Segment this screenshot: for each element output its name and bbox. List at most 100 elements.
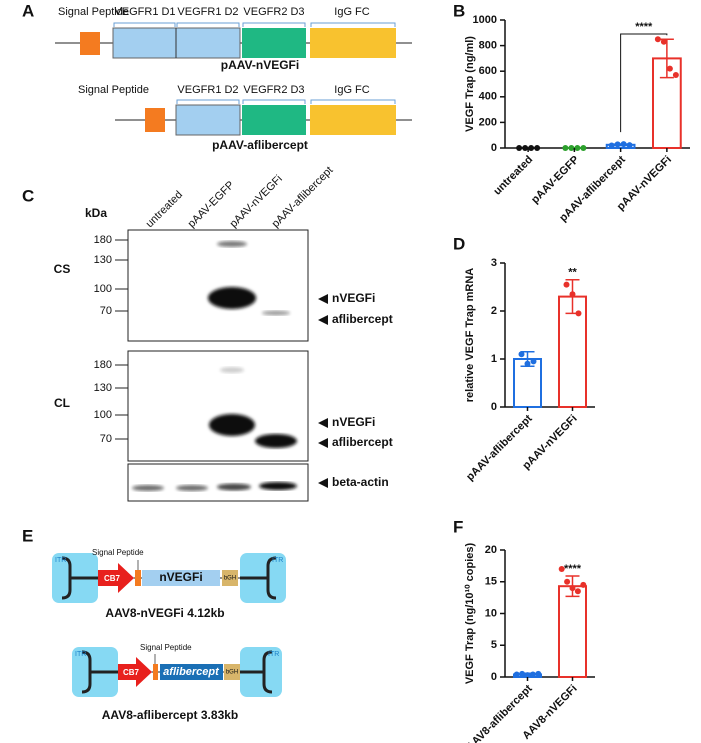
band-label: beta-actin [332,475,389,489]
lane-label: untreated [144,189,185,230]
marker-label: 130 [94,254,112,266]
data-point [564,578,571,585]
data-point [654,36,661,43]
y-tick-label: 1000 [473,14,497,26]
y-tick-label: 5 [491,639,497,651]
polya-label: bGH [226,670,238,676]
label: VEGFR2 D3 [243,84,304,96]
data-point [513,671,520,678]
gene-box [142,570,220,586]
data-point [529,671,536,678]
data-point [569,291,576,298]
data-point [569,585,576,592]
promoter-arrow [118,657,152,687]
marker-tick [115,239,128,312]
label: Signal Peptide [92,548,144,557]
label: VEGFR2 D3 [243,6,304,18]
label: VEGFR1 D1 [114,6,175,18]
y-tick-label: 0 [491,142,497,154]
panel-label: B [453,1,465,20]
x-tick-label: pAAV-aflibercept [464,412,535,483]
panel-a: A Signal Peptide VEGFR1 D1 VEGFR1 D2 VEG… [22,1,412,152]
y-axis-label: VEGF Trap (ng/10¹⁰ copies) [464,543,476,685]
band-label: nVEGFi [332,291,375,305]
data-point [562,145,569,151]
itr-label: ITR [75,651,86,658]
data-point [575,310,582,317]
marker-label: 180 [94,359,112,371]
band-label: aflibercept [332,435,393,449]
data-point [568,145,575,151]
y-tick-label: 800 [479,40,497,52]
data-point [666,65,673,72]
y-tick-label: 600 [479,65,497,77]
x-tick-label: untreated [491,154,535,198]
gene-box [160,664,223,680]
label: Signal Peptide [58,6,129,18]
marker-tick [115,364,128,440]
polya-box [224,664,240,680]
y-axis-label: relative VEGF Trap mRNA [464,268,476,403]
y-tick-label: 3 [491,257,497,269]
itr-hairpin [81,650,118,694]
promoter-arrow [98,563,134,593]
y-tick-label: 0 [491,671,497,683]
construct-name: AAV8-nVEGFi 4.12kb [105,606,224,620]
marker-label: 130 [94,382,112,394]
band [209,414,255,436]
band [262,310,290,316]
label: Signal Peptide [78,84,149,96]
y-tick-label: 2 [491,305,497,317]
signal-peptide-box [153,664,158,680]
construct-name: pAAV-nVEGFi [221,58,299,72]
band-label: aflibercept [332,312,393,326]
data-point [563,281,570,288]
data-point [574,588,581,595]
arrow [318,315,328,325]
signal-peptide-box [135,570,141,586]
arrow [318,438,328,448]
domain-box [242,105,306,135]
marker-label: 100 [94,283,112,295]
itr-label: ITR [272,557,283,564]
y-tick-label: 400 [479,91,497,103]
label: VEGFR1 D2 [177,84,238,96]
signal-peptide-box [80,32,100,55]
data-point [534,145,541,151]
panel-label: A [22,1,34,20]
arrow [318,478,328,488]
gene-label: nVEGFi [159,570,202,584]
label: IgG FC [334,84,370,96]
data-point [620,141,627,148]
data-point [580,581,587,588]
arrow [318,294,328,304]
panel-e: E ITR CB7 Signal Peptide nVEGFi bGH ITR … [22,526,286,722]
itr-hairpin [240,650,273,694]
band [220,367,244,373]
bracket [113,22,396,27]
y-axis-label: VEGF Trap (ng/ml) [464,36,476,132]
domain-box [310,28,396,58]
significance: **** [635,21,653,33]
gene-label: aflibercept [163,666,220,678]
panel-label: C [22,186,34,205]
band [259,482,297,490]
domain-box [175,104,241,136]
bar [558,585,587,679]
data-point [672,72,679,79]
itr-label: ITR [268,651,279,658]
data-point [524,360,531,367]
panel-label: E [22,526,33,545]
polya-box [222,570,238,586]
itr-hairpin [61,556,98,600]
blot [127,229,309,342]
data-point [608,142,615,149]
marker-label: 70 [100,305,112,317]
promoter-label: CB7 [104,574,121,583]
domain-box [242,28,306,58]
band [132,485,164,491]
data-point [524,672,531,679]
y-tick-label: 20 [485,544,497,556]
data-point [580,145,587,151]
label: Signal Peptide [140,643,192,652]
